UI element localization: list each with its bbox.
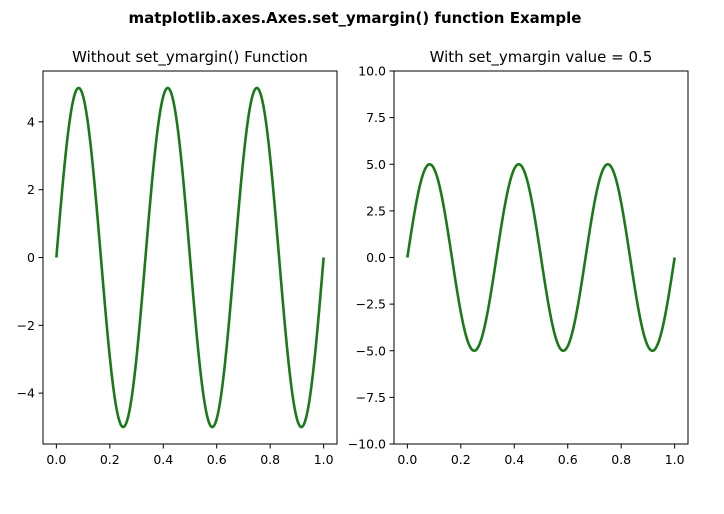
y-tick-label: −5.0	[356, 343, 386, 358]
x-tick-label: 0.0	[46, 452, 66, 467]
x-tick-label: 0.6	[207, 452, 227, 467]
x-tick-label: 0.4	[153, 452, 173, 467]
x-tick-label: 0.6	[558, 452, 578, 467]
y-tick-label: 0	[27, 250, 35, 265]
chart-without-ymargin: Without set_ymargin() Function 0.0 0.2 0.4 0…	[17, 48, 338, 467]
axes-title: With set_ymargin value = 0.5	[430, 48, 653, 67]
x-tick-label: 0.2	[451, 452, 471, 467]
series-line	[406, 162, 676, 353]
y-tick-label: 4	[27, 114, 35, 129]
y-tick-label: 10.0	[358, 64, 386, 79]
x-tick-label: 0.0	[397, 452, 417, 467]
y-tick-label: 0.0	[366, 250, 386, 265]
x-tick-label: 1.0	[665, 452, 685, 467]
y-tick-label: −2.5	[356, 297, 386, 312]
x-tick-label: 0.2	[100, 452, 120, 467]
y-tick-label: −10.0	[348, 437, 386, 452]
y-tick-label: 2.5	[366, 203, 386, 218]
x-tick-label: 0.8	[260, 452, 280, 467]
chart-with-ymargin: With set_ymargin value = 0.5 0.0 0.2 0.4 0.6…	[348, 48, 689, 467]
axes-title: Without set_ymargin() Function	[72, 48, 308, 67]
x-tick-label: 1.0	[314, 452, 334, 467]
series-line	[55, 86, 325, 429]
y-tick-label: 2	[27, 182, 35, 197]
y-tick-label: −7.5	[356, 390, 386, 405]
y-tick-label: −4	[17, 386, 35, 401]
y-tick-label: 7.5	[366, 110, 386, 125]
x-tick-label: 0.8	[611, 452, 631, 467]
y-tick-label: 5.0	[366, 157, 386, 172]
y-tick-label: −2	[17, 318, 35, 333]
figure-suptitle: matplotlib.axes.Axes.set_ymargin() funct…	[129, 9, 582, 27]
x-tick-label: 0.4	[504, 452, 524, 467]
